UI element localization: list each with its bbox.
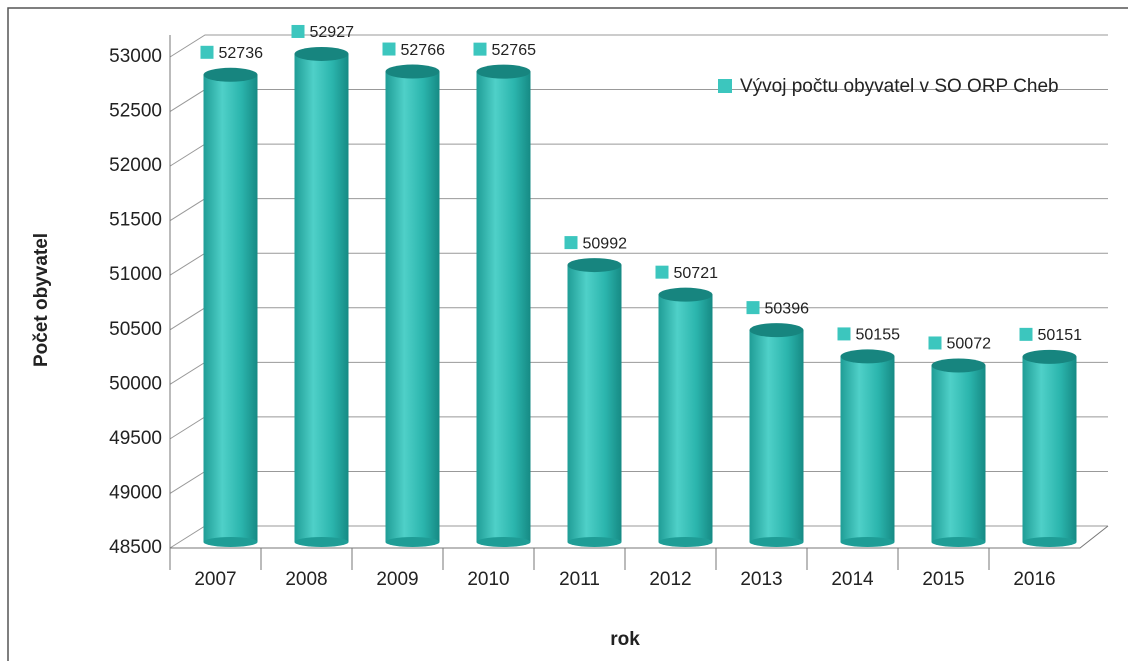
bar bbox=[294, 53, 349, 542]
data-label: 52927 bbox=[310, 24, 355, 41]
y-tick-label: 51500 bbox=[109, 210, 162, 231]
bar-base bbox=[749, 537, 804, 547]
bar-top bbox=[203, 67, 258, 82]
bar-top bbox=[840, 349, 895, 364]
x-tick-label: 2012 bbox=[649, 569, 691, 590]
data-label: 52736 bbox=[219, 45, 264, 62]
data-label-key bbox=[382, 42, 396, 56]
data-label: 50151 bbox=[1038, 327, 1083, 344]
bar-base bbox=[476, 537, 531, 547]
y-tick-label: 50000 bbox=[109, 373, 162, 394]
x-tick-label: 2015 bbox=[922, 569, 964, 590]
data-label-key bbox=[655, 265, 669, 279]
data-label: 52766 bbox=[401, 42, 446, 59]
bar bbox=[658, 294, 713, 542]
bar-base bbox=[1022, 537, 1077, 547]
data-label-key bbox=[564, 236, 578, 250]
data-label: 50721 bbox=[674, 265, 719, 282]
bar-base bbox=[840, 537, 895, 547]
bar-top bbox=[294, 46, 349, 61]
bar-top bbox=[931, 358, 986, 373]
y-tick-label: 49000 bbox=[109, 482, 162, 503]
data-label-key bbox=[200, 45, 214, 59]
data-label: 52765 bbox=[492, 42, 537, 59]
data-label-key bbox=[746, 301, 760, 315]
bar bbox=[840, 356, 895, 542]
x-tick-label: 2013 bbox=[740, 569, 782, 590]
bar-base bbox=[294, 537, 349, 547]
y-tick-label: 51000 bbox=[109, 264, 162, 285]
x-axis-title: rok bbox=[610, 629, 640, 650]
x-tick-label: 2007 bbox=[194, 569, 236, 590]
data-label-key bbox=[473, 42, 487, 56]
x-tick-label: 2010 bbox=[467, 569, 509, 590]
data-label: 50992 bbox=[583, 235, 628, 252]
bar-base bbox=[203, 537, 258, 547]
data-label-key bbox=[291, 24, 305, 38]
y-tick-label: 48500 bbox=[109, 537, 162, 558]
bar bbox=[476, 71, 531, 542]
y-tick-label: 53000 bbox=[109, 46, 162, 67]
data-label-key bbox=[1019, 327, 1033, 341]
legend-key bbox=[718, 79, 732, 93]
bar-top bbox=[1022, 349, 1077, 364]
bar-base bbox=[658, 537, 713, 547]
bar-top bbox=[567, 258, 622, 273]
data-label: 50396 bbox=[765, 300, 810, 317]
data-label: 50155 bbox=[856, 327, 901, 344]
x-tick-label: 2014 bbox=[831, 569, 874, 590]
bar bbox=[203, 74, 258, 543]
bar-top bbox=[385, 64, 440, 79]
x-tick-label: 2011 bbox=[559, 569, 600, 590]
bar bbox=[567, 265, 622, 542]
bar-base bbox=[567, 537, 622, 547]
bar-top bbox=[658, 287, 713, 302]
bar-top bbox=[749, 323, 804, 338]
bar bbox=[931, 365, 986, 542]
y-tick-label: 49500 bbox=[109, 428, 162, 449]
bar bbox=[749, 330, 804, 542]
data-label-key bbox=[928, 336, 942, 350]
data-label: 50072 bbox=[947, 336, 992, 353]
bar bbox=[385, 71, 440, 543]
grid-line bbox=[169, 34, 1108, 58]
legend-label: Vývoj počtu obyvatel v SO ORP Cheb bbox=[740, 76, 1059, 97]
y-tick-label: 50500 bbox=[109, 319, 162, 340]
x-tick-label: 2009 bbox=[376, 569, 418, 590]
y-tick-label: 52500 bbox=[109, 101, 162, 122]
bar-base bbox=[931, 537, 986, 547]
x-tick-label: 2016 bbox=[1013, 569, 1055, 590]
data-label-key bbox=[837, 327, 851, 341]
frame bbox=[7, 7, 1128, 661]
bar-top bbox=[476, 64, 531, 79]
bar bbox=[1022, 356, 1077, 542]
x-tick-label: 2008 bbox=[285, 569, 327, 590]
y-axis-title: Počet obyvatel bbox=[31, 233, 52, 367]
bar-base bbox=[385, 537, 440, 547]
y-tick-label: 52000 bbox=[109, 155, 162, 176]
